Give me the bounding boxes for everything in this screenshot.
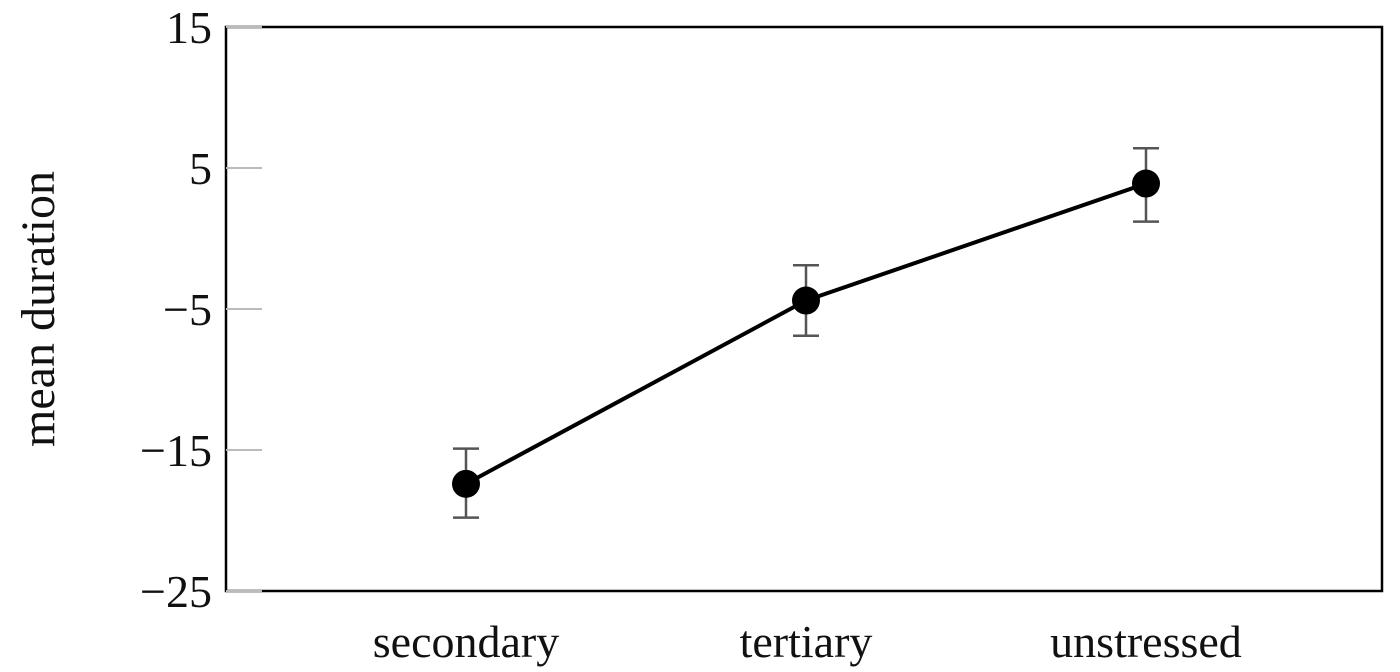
data-point [1132, 169, 1160, 198]
x-tick-label: unstressed [1050, 616, 1242, 667]
y-tick-label: −25 [140, 566, 212, 617]
x-axis: secondary tertiary unstressed [373, 616, 1242, 667]
y-tick-label: −15 [140, 425, 212, 476]
data-point [452, 469, 480, 498]
data-point [792, 286, 820, 315]
y-tick-label: 15 [166, 2, 212, 53]
y-tick-label: −5 [163, 284, 212, 335]
y-tick-label: 5 [189, 143, 212, 194]
y-axis-label: mean duration [12, 171, 65, 447]
x-tick-label: tertiary [740, 616, 873, 667]
x-tick-label: secondary [373, 616, 559, 667]
error-bars [453, 147, 1159, 519]
data-points [452, 169, 1160, 498]
y-axis: −25 −15 −5 5 15 [140, 2, 262, 617]
